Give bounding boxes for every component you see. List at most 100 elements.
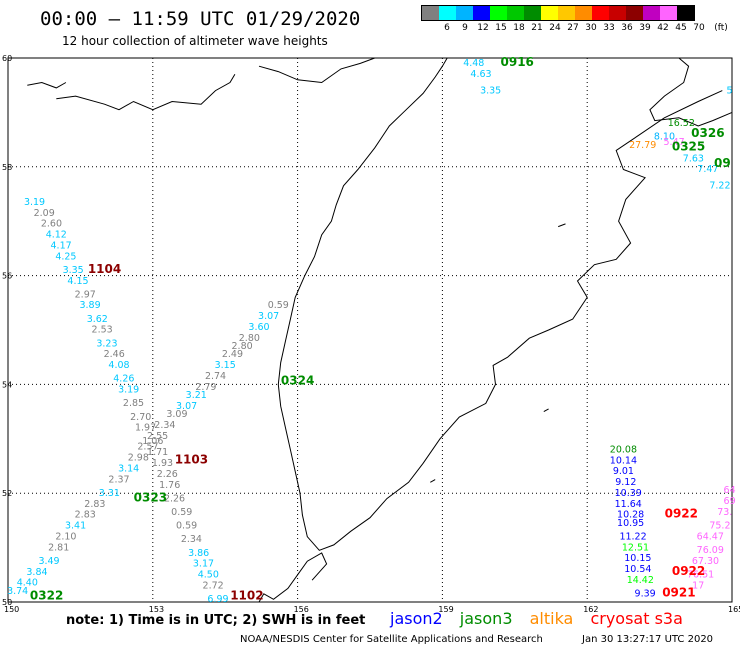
legend-swatch	[541, 6, 558, 20]
swh-value: 3.23	[96, 338, 117, 349]
swh-value: 10.54	[624, 564, 651, 575]
swh-value: 11.64	[615, 499, 642, 510]
legend-label: 24	[549, 23, 561, 33]
legend-swatch	[524, 6, 541, 20]
coastline-segment	[277, 57, 723, 551]
swh-value: 2.34	[181, 534, 202, 545]
swh-value: 4.50	[198, 570, 219, 581]
swh-value: 64.47	[697, 531, 724, 542]
swh-value: 2.70	[130, 412, 151, 423]
swh-value: 2.46	[104, 349, 125, 360]
swh-value: 75.2	[709, 521, 730, 532]
swh-value: 3.14	[118, 463, 139, 474]
swh-value: 10.28	[617, 510, 644, 521]
swh-value: 3.35	[480, 85, 501, 96]
legend-label: 39	[639, 23, 651, 33]
legend-label: 15	[495, 23, 507, 33]
swh-value: 4.26	[113, 374, 134, 385]
swh-value: 9.39	[635, 589, 656, 600]
swh-value: 11.22	[619, 531, 646, 542]
track-time-label: 0922	[665, 507, 698, 521]
legend-label: 18	[513, 23, 525, 33]
legend-label: 21	[531, 23, 543, 33]
lon-tick-label: 165	[728, 605, 740, 614]
mission-jason2: jason2	[390, 609, 443, 628]
coastline-segment	[56, 74, 236, 111]
coastline-segment	[258, 57, 375, 84]
swh-value: 0.59	[176, 521, 197, 532]
lat-tick-label: 52	[2, 489, 12, 498]
swh-value: 7.22	[709, 181, 730, 192]
swh-value: 9.12	[615, 477, 636, 488]
swh-value: 12.51	[622, 542, 649, 553]
footer-note: note: 1) Time is in UTC; 2) SWH is in fe…	[66, 613, 366, 628]
swh-value: 3.07	[258, 311, 279, 322]
swh-value: 3.19	[118, 385, 139, 396]
swh-value: 10.15	[624, 553, 651, 564]
swh-value: 2.85	[123, 398, 144, 409]
swh-value: 4.08	[108, 360, 129, 371]
swh-value: 3.74	[7, 586, 28, 597]
coastline-segment	[430, 479, 436, 483]
legend-swatch	[575, 6, 592, 20]
legend-label: 12	[477, 23, 489, 33]
track-time-label: 09	[714, 156, 731, 170]
swh-value: 2.26	[157, 469, 178, 480]
lon-tick-label: 162	[583, 605, 598, 614]
lat-tick-label: 58	[2, 163, 12, 172]
swh-value: 2.57	[137, 442, 158, 453]
lon-tick-label: 150	[4, 605, 19, 614]
legend-swatch	[439, 6, 456, 20]
legend-swatch	[660, 6, 677, 20]
mission-legend: jason2 jason3 altika cryosat s3a	[390, 609, 695, 628]
swh-value: 2.80	[239, 333, 260, 344]
swh-value: 2.10	[55, 531, 76, 542]
lat-tick-label: 56	[2, 272, 12, 281]
lon-tick-label: 153	[149, 605, 164, 614]
track-time-label: 0323	[134, 490, 167, 504]
legend-swatch	[558, 6, 575, 20]
track-time-label: 1103	[175, 452, 208, 466]
swh-value: 3.60	[248, 322, 269, 333]
mission-altika: altika	[529, 609, 574, 628]
legend-unit: (ft)	[714, 23, 728, 33]
legend-label: 45	[675, 23, 687, 33]
page-title: 00:00 – 11:59 UTC 01/29/2020	[40, 8, 361, 30]
track-time-label: 1102	[230, 588, 263, 602]
swh-value: 6.99	[207, 594, 228, 605]
legend-label: 36	[621, 23, 633, 33]
swh-value: 3.89	[79, 300, 100, 311]
color-legend: 6 9 12 15 18 21 24 27 30 33 36 39 42 45 70 (ft)	[421, 5, 728, 35]
swh-value: 4.63	[470, 69, 491, 80]
swh-value: 2.26	[164, 493, 185, 504]
mission-cryosat-s3a: cryosat s3a	[590, 609, 683, 628]
track-time-label: 0326	[691, 126, 724, 140]
swh-value: 20.08	[610, 444, 637, 455]
footer-timestamp: Jan 30 13:27:17 UTC 2020	[582, 634, 714, 645]
track-time-label: 0322	[30, 588, 63, 602]
swh-value: 3.41	[65, 521, 86, 532]
track-time-label: 0324	[281, 373, 314, 387]
coastline-segment	[543, 408, 549, 413]
swh-value: 7.47	[697, 164, 718, 175]
coastline-segment	[27, 81, 67, 89]
legend-swatch	[422, 6, 439, 20]
swh-value: 3.19	[24, 197, 45, 208]
swh-value: 2.83	[84, 499, 105, 510]
legend-label: 9	[462, 23, 468, 33]
swh-value: 76.51	[687, 570, 714, 581]
legend-label: 33	[603, 23, 615, 33]
swh-value: 2.72	[203, 580, 224, 591]
legend-label: 70	[693, 23, 705, 33]
swh-value: 0.59	[171, 507, 192, 518]
swh-value: 7.63	[683, 153, 704, 164]
swh-value: 2.83	[75, 510, 96, 521]
swh-value: 2.34	[154, 420, 175, 431]
swh-value: 69	[724, 496, 736, 507]
legend-swatch	[609, 6, 626, 20]
swh-value: 2.98	[128, 453, 149, 464]
swh-value: 2.74	[205, 371, 226, 382]
swh-value: 3.35	[63, 265, 84, 276]
swh-value: 9.01	[613, 466, 634, 477]
track-time-label: 1104	[88, 262, 121, 276]
